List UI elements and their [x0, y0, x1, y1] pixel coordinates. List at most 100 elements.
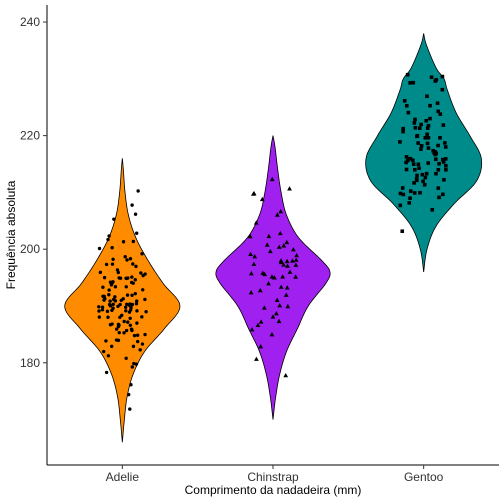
data-point [266, 280, 271, 286]
data-point [126, 276, 130, 280]
data-point [139, 271, 143, 275]
data-point [290, 247, 296, 252]
data-point [138, 348, 142, 352]
data-point [261, 305, 267, 310]
data-point [411, 80, 416, 85]
data-point [293, 257, 299, 262]
data-point [401, 126, 406, 131]
data-point [254, 356, 259, 361]
data-point [281, 262, 287, 267]
data-point [255, 322, 261, 328]
data-point [100, 305, 105, 309]
data-point [443, 145, 448, 149]
data-point [132, 333, 137, 338]
data-point [104, 339, 108, 343]
data-point [277, 230, 283, 236]
data-point [258, 319, 264, 324]
data-point [408, 189, 413, 193]
data-point [111, 257, 115, 261]
data-point [97, 305, 101, 309]
data-point [413, 125, 418, 130]
data-point [428, 103, 432, 108]
data-point [443, 141, 447, 145]
data-point [133, 212, 138, 216]
data-point [420, 172, 425, 177]
data-point [113, 285, 118, 289]
data-point [413, 117, 417, 122]
x-tick-label: Chinstrap [247, 470, 299, 484]
data-point [107, 288, 111, 292]
y-tick-label: 240 [20, 15, 40, 29]
data-point [400, 229, 405, 234]
data-point [444, 167, 448, 172]
data-point [416, 141, 420, 145]
data-point [433, 152, 438, 157]
data-point [404, 155, 409, 159]
data-point [106, 315, 110, 319]
data-point [412, 191, 417, 195]
data-point [104, 262, 109, 267]
data-point [135, 339, 140, 344]
data-point [417, 126, 422, 131]
data-point [140, 252, 144, 256]
data-point [278, 208, 284, 214]
data-point [284, 239, 290, 245]
data-point [398, 203, 403, 208]
data-point [415, 178, 419, 183]
data-point [436, 143, 440, 148]
data-point [441, 123, 446, 127]
data-point [428, 116, 432, 121]
data-point [276, 318, 282, 324]
data-point [429, 75, 434, 80]
data-point [100, 307, 105, 312]
data-point [248, 251, 253, 257]
data-point [120, 313, 124, 317]
x-ticks: Adelie Chinstrap Gentoo [106, 465, 444, 484]
data-point [412, 121, 417, 125]
data-point [290, 258, 295, 263]
data-point [278, 284, 284, 289]
data-point [283, 372, 289, 378]
data-point [97, 315, 102, 319]
data-point [430, 208, 435, 212]
data-point [281, 243, 287, 248]
data-point [426, 146, 431, 150]
data-point [124, 309, 128, 313]
data-point [276, 244, 282, 249]
data-point [406, 110, 411, 115]
data-point [273, 311, 279, 316]
data-point [108, 304, 113, 308]
data-point [97, 246, 102, 251]
data-point [418, 190, 422, 195]
y-tick-label: 200 [20, 242, 40, 256]
data-point [125, 293, 130, 297]
data-point [97, 309, 101, 313]
data-point [419, 122, 423, 127]
data-point [130, 328, 134, 332]
data-point [126, 320, 130, 324]
data-point [425, 94, 429, 99]
data-point [104, 370, 109, 375]
data-point [107, 234, 111, 238]
data-point [135, 309, 139, 313]
data-point [425, 141, 430, 146]
data-point [122, 331, 126, 335]
data-point [423, 175, 428, 180]
data-point [274, 297, 280, 302]
data-point [125, 258, 129, 262]
data-point [117, 330, 121, 335]
data-point [124, 356, 128, 361]
data-point [128, 316, 132, 320]
data-point [101, 285, 105, 289]
data-point [140, 315, 144, 319]
data-point [121, 240, 126, 244]
data-point [402, 98, 407, 103]
data-point [135, 299, 139, 303]
data-point [143, 272, 147, 276]
data-point [110, 322, 114, 326]
y-tick-label: 220 [20, 129, 40, 143]
data-point [435, 101, 440, 106]
data-point [134, 362, 139, 366]
data-point [110, 262, 115, 266]
